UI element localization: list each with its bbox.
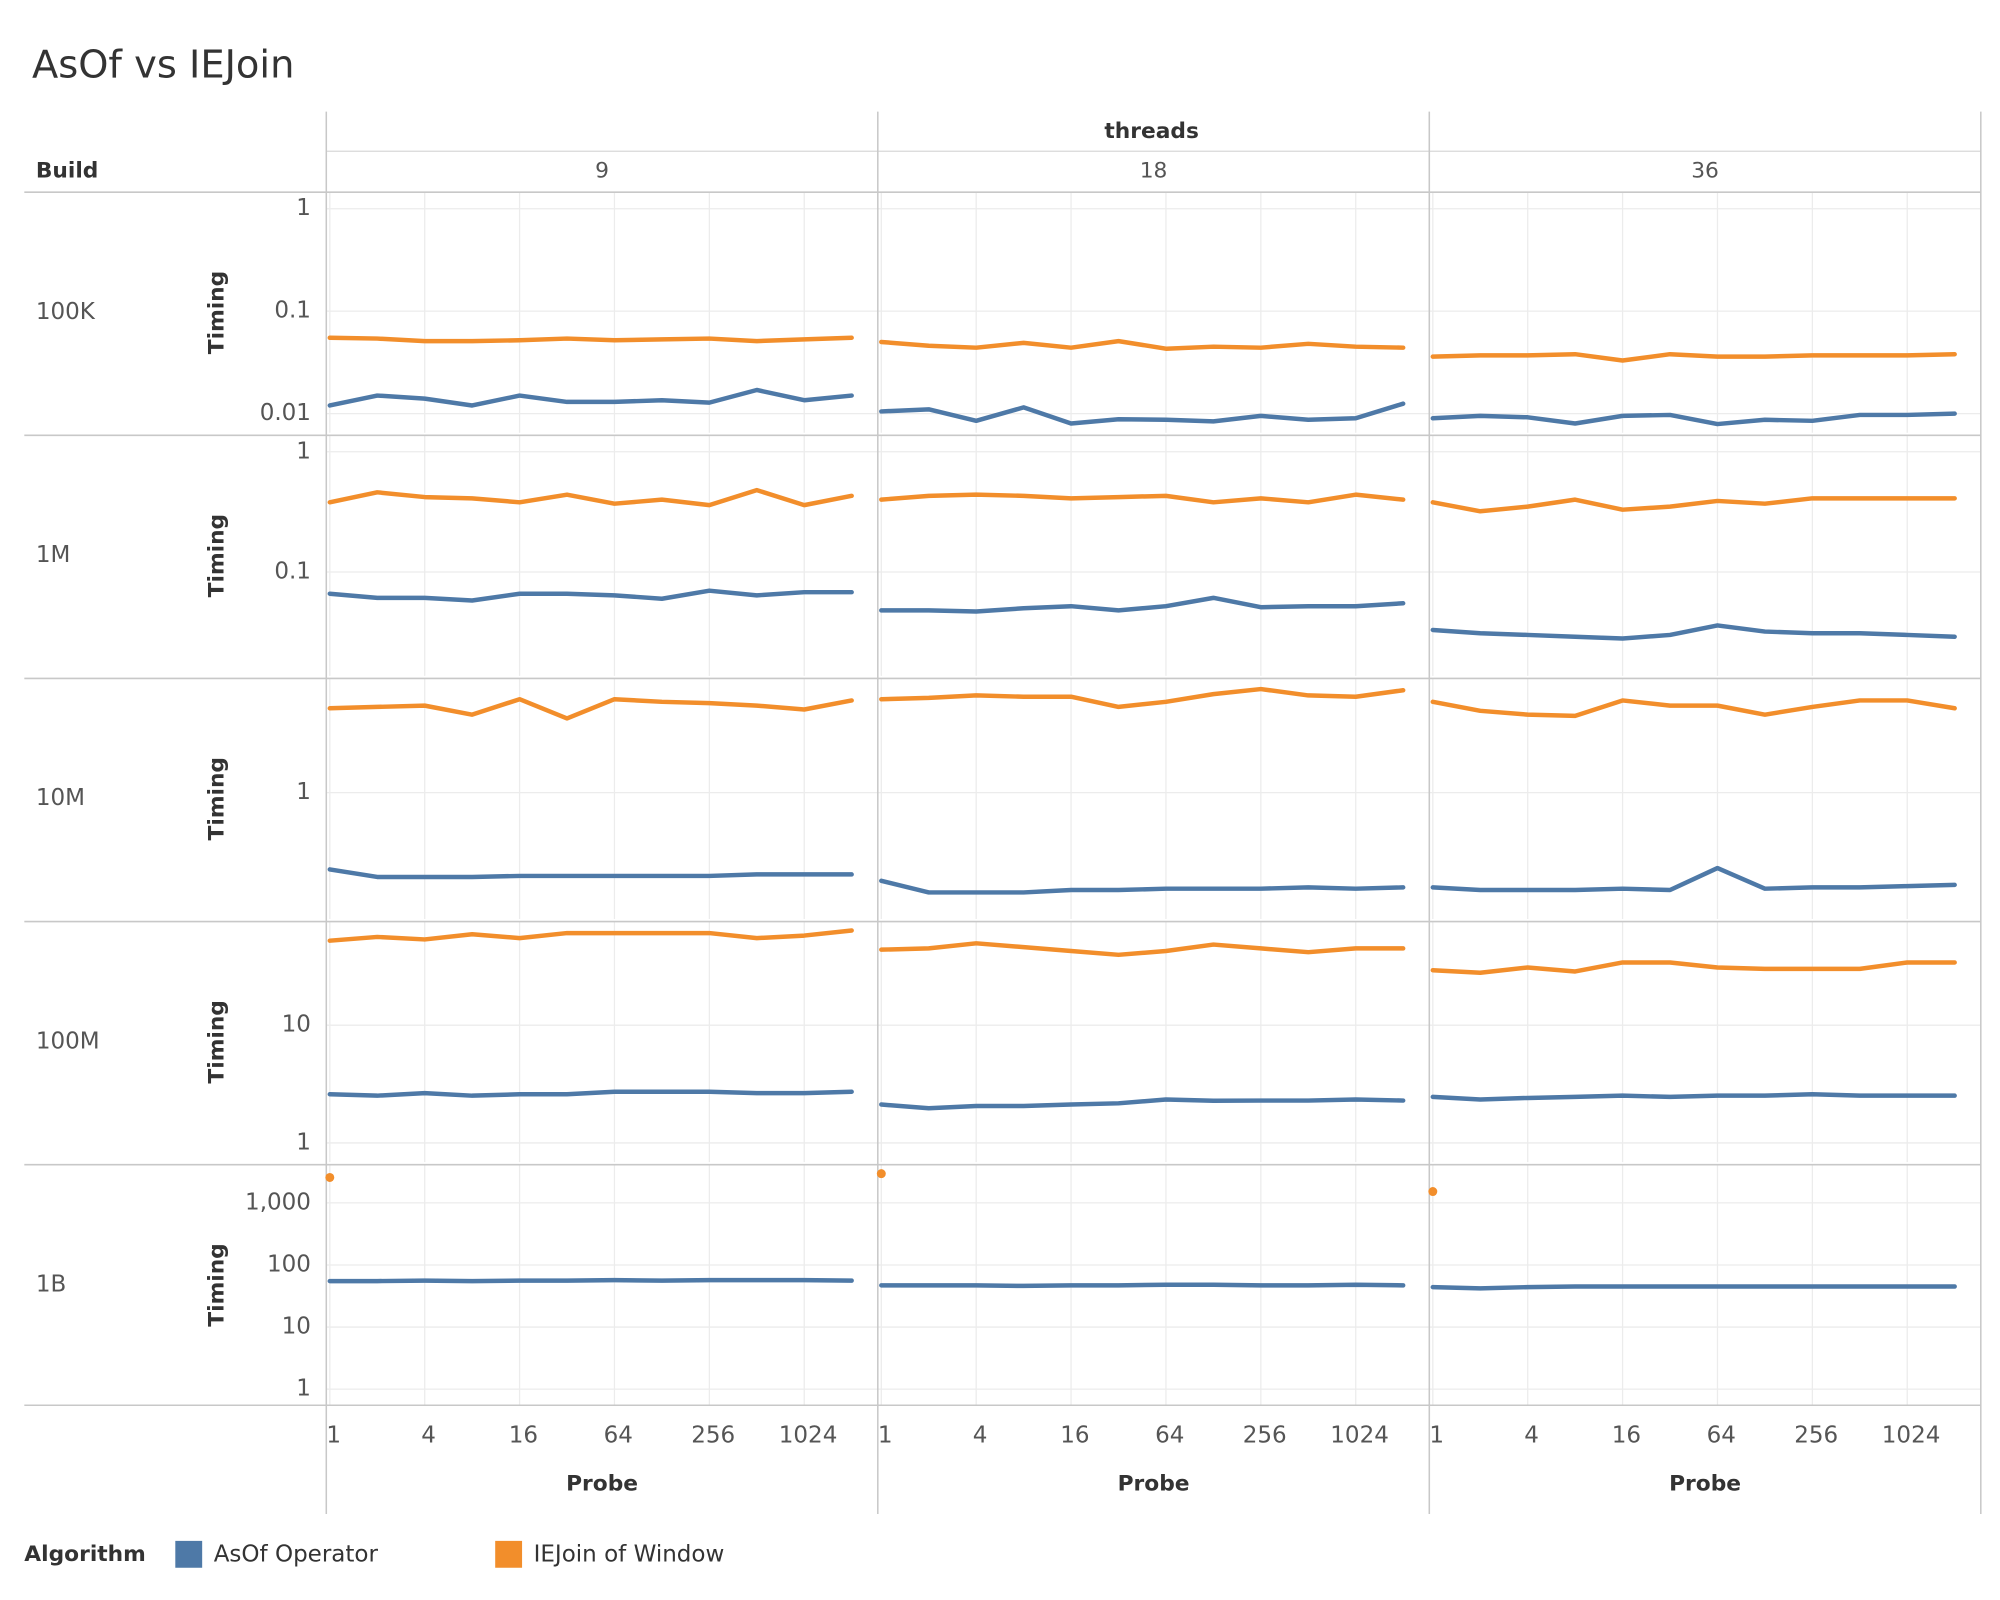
x-tick-label: 1024 xyxy=(779,1422,838,1448)
x-tick-label: 4 xyxy=(1524,1422,1539,1448)
series-line xyxy=(1430,1284,1957,1291)
x-axis-title: Probe xyxy=(1118,1472,1190,1497)
x-tick-label: 1024 xyxy=(1882,1422,1941,1448)
x-tick-label: 256 xyxy=(691,1422,735,1448)
row-label: 100M xyxy=(36,1028,100,1054)
y-tick-label: 1 xyxy=(296,779,311,805)
series-line xyxy=(1430,411,1957,427)
legend-title: Algorithm xyxy=(24,1542,146,1567)
series-line xyxy=(879,1097,1406,1111)
y-axis-title: Timing xyxy=(205,271,230,354)
series-line xyxy=(879,595,1406,614)
row-label: 10M xyxy=(36,785,85,811)
y-tick-label: 10 xyxy=(282,1012,311,1038)
series-line xyxy=(879,1282,1406,1289)
series-line xyxy=(327,387,854,408)
y-axis-title: Timing xyxy=(205,1243,230,1326)
series-line xyxy=(879,492,1406,505)
series-line xyxy=(879,941,1406,958)
series-line xyxy=(1430,351,1957,363)
legend-label: AsOf Operator xyxy=(214,1541,379,1567)
x-tick-label: 1 xyxy=(878,1422,893,1448)
y-tick-label: 1 xyxy=(296,438,311,464)
series-line xyxy=(1430,865,1957,893)
series-line xyxy=(1430,496,1957,514)
column-title: threads xyxy=(1104,119,1199,144)
series-point xyxy=(325,1172,335,1182)
legend-label: IEJoin of Window xyxy=(534,1541,725,1567)
series-line xyxy=(1430,960,1957,975)
x-tick-label: 4 xyxy=(973,1422,988,1448)
series-line xyxy=(879,878,1406,895)
x-tick-label: 256 xyxy=(1794,1422,1838,1448)
legend-swatch xyxy=(495,1540,523,1568)
series-line xyxy=(327,335,854,344)
series-line xyxy=(327,487,854,508)
series-line xyxy=(327,867,854,880)
series-line xyxy=(327,588,854,603)
series-line xyxy=(1430,623,1957,641)
y-tick-label: 0.01 xyxy=(260,400,311,426)
column-label: 36 xyxy=(1691,159,1719,184)
x-axis-title: Probe xyxy=(1669,1472,1741,1497)
series-point xyxy=(876,1169,886,1179)
y-axis-title: Timing xyxy=(205,757,230,840)
series-line xyxy=(327,1277,854,1284)
series-line xyxy=(879,401,1406,426)
x-tick-label: 16 xyxy=(1060,1422,1089,1448)
y-tick-label: 1,000 xyxy=(245,1189,311,1215)
x-tick-label: 256 xyxy=(1243,1422,1287,1448)
y-tick-label: 0.1 xyxy=(274,559,311,585)
y-axis-title: Timing xyxy=(205,514,230,597)
y-tick-label: 0.1 xyxy=(274,298,311,324)
series-line xyxy=(327,696,854,721)
column-label: 9 xyxy=(595,159,609,184)
series-line xyxy=(1430,1092,1957,1102)
y-tick-label: 10 xyxy=(282,1314,311,1340)
row-label: 100K xyxy=(36,299,96,325)
column-label: 18 xyxy=(1140,159,1168,184)
series-line xyxy=(879,338,1406,351)
x-tick-label: 64 xyxy=(1155,1422,1184,1448)
row-label: 1B xyxy=(36,1271,66,1297)
y-tick-label: 1 xyxy=(296,1376,311,1402)
series-point xyxy=(1428,1187,1438,1197)
row-title: Build xyxy=(36,159,99,184)
legend-swatch xyxy=(175,1540,203,1568)
x-tick-label: 16 xyxy=(1612,1422,1641,1448)
y-tick-label: 1 xyxy=(296,1129,311,1155)
chart-title: AsOf vs IEJoin xyxy=(32,42,294,87)
x-tick-label: 64 xyxy=(604,1422,633,1448)
series-line xyxy=(879,686,1406,710)
series-line xyxy=(327,1089,854,1098)
x-tick-label: 16 xyxy=(509,1422,538,1448)
x-tick-label: 64 xyxy=(1707,1422,1736,1448)
x-tick-label: 1 xyxy=(1429,1422,1444,1448)
y-tick-label: 100 xyxy=(267,1251,311,1277)
series-line xyxy=(327,928,854,943)
series-line xyxy=(1430,698,1957,719)
row-label: 1M xyxy=(36,542,71,568)
x-axis-title: Probe xyxy=(566,1472,638,1497)
y-axis-title: Timing xyxy=(205,1000,230,1083)
x-tick-label: 4 xyxy=(421,1422,436,1448)
x-tick-label: 1 xyxy=(326,1422,341,1448)
y-tick-label: 1 xyxy=(296,195,311,221)
x-tick-label: 1024 xyxy=(1330,1422,1389,1448)
